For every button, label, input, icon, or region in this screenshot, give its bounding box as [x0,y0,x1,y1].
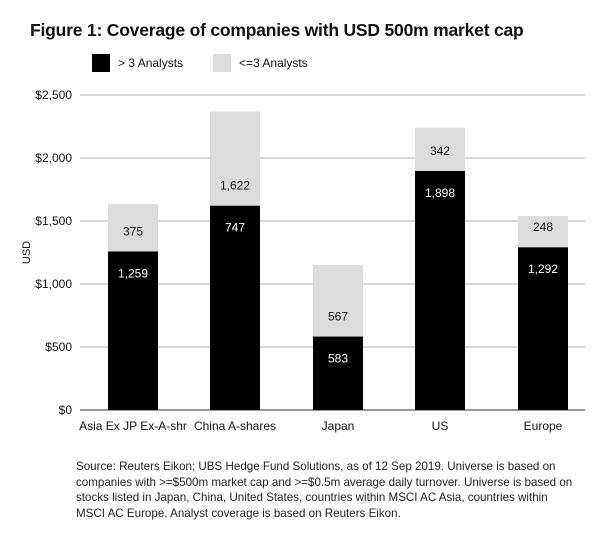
y-tick-label: $1,000 [35,277,72,291]
y-axis-ticks: $0 $500 $1,000 $1,500 $2,000 $2,500 [35,88,72,417]
bar-3-or-fewer [415,127,465,171]
bar-more-than-3 [108,251,158,410]
bar-more-than-3 [415,170,465,410]
bar-3-or-fewer [210,111,260,206]
legend-label-more-than-3: > 3 Analysts [118,56,184,70]
bar-3-or-fewer [108,204,158,252]
y-tick-label: $1,500 [35,214,72,228]
data-label-3-or-fewer: 375 [123,224,143,238]
x-axis-labels: Asia Ex JP Ex-A-shr China A-shares Japan US… [79,419,563,433]
y-tick-label: $2,000 [35,151,72,165]
legend-swatch-more-than-3 [92,54,110,72]
x-tick-label: China A-shares [194,419,276,433]
data-label-3-or-fewer: 342 [430,144,450,158]
x-tick-label: Europe [524,419,563,433]
chart-legend: > 3 Analysts <=3 Analysts [92,54,338,72]
data-label-more-than-3: 747 [225,221,245,235]
data-label-3-or-fewer: 1,622 [220,179,250,193]
x-tick-label: US [432,419,449,433]
x-tick-label: Japan [322,419,355,433]
bar-3-or-fewer [313,265,363,337]
y-axis-title: USD [21,241,33,264]
legend-item-3-or-fewer: <=3 Analysts [213,54,308,72]
y-tick-label: $2,500 [35,88,72,102]
bar-chart: $0 $500 $1,000 $1,500 $2,000 $2,500 1,259 375 7… [21,88,585,433]
bar-more-than-3 [313,336,363,410]
source-note: Source: Reuters Eikon; UBS Hedge Fund So… [76,460,573,520]
data-label-3-or-fewer: 567 [328,310,348,324]
y-tick-label: $500 [45,340,72,354]
bar-more-than-3 [518,247,568,410]
legend-item-more-than-3: > 3 Analysts [92,54,183,72]
x-tick-label: Asia Ex JP Ex-A-shr [79,419,187,433]
data-label-more-than-3: 1,259 [118,266,148,280]
bar-more-than-3 [210,205,260,410]
data-label-3-or-fewer: 248 [533,220,553,234]
y-tick-label: $0 [59,403,73,417]
chart-title: Figure 1: Coverage of companies with USD… [30,20,524,40]
data-label-more-than-3: 1,292 [528,262,558,276]
data-label-more-than-3: 583 [328,352,348,366]
legend-swatch-3-or-fewer [213,54,232,72]
legend-label-3-or-fewer: <=3 Analysts [239,56,308,70]
bars: 1,259 375 747 1,622 583 567 1,898 342 1,292 248 [108,111,568,410]
bar-3-or-fewer [518,215,568,248]
data-label-more-than-3: 1,898 [425,186,455,200]
